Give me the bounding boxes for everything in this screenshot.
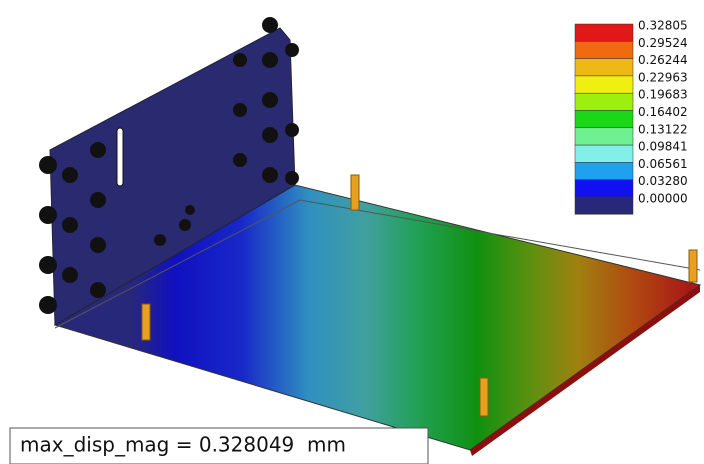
- legend-swatch: [575, 197, 633, 214]
- legend-label: 0.00000: [638, 192, 688, 206]
- legend-label: 0.32805: [638, 19, 688, 33]
- legend-swatch: [575, 162, 633, 179]
- legend-swatch: [575, 59, 633, 76]
- annotation: max_disp_mag = 0.328049 mm: [20, 433, 346, 457]
- viewport: 0.32805 0.29524 0.26244 0.22963 0.19683 0.164…: [0, 0, 704, 464]
- legend-swatch: [575, 145, 633, 162]
- legend-label: 0.22963: [638, 70, 688, 84]
- legend-swatch: [575, 24, 633, 41]
- legend-label: 0.19683: [638, 88, 688, 102]
- legend-label: 0.26244: [638, 53, 688, 67]
- legend-swatch: [575, 111, 633, 128]
- legend-label: 0.13122: [638, 122, 688, 136]
- legend: 0.32805 0.29524 0.26244 0.22963 0.19683 0.164…: [575, 19, 688, 215]
- legend-swatch: [575, 76, 633, 93]
- legend-label: 0.16402: [638, 105, 688, 119]
- legend-label: 0.03280: [638, 174, 688, 188]
- legend-swatch: [575, 41, 633, 58]
- model-view: 0.32805 0.29524 0.26244 0.22963 0.19683 0.164…: [0, 0, 704, 464]
- legend-label: 0.06561: [638, 157, 688, 171]
- legend-swatch: [575, 180, 633, 197]
- slot: [117, 128, 123, 186]
- legend-label: 0.29524: [638, 36, 688, 50]
- legend-label: 0.09841: [638, 140, 688, 154]
- legend-swatch: [575, 128, 633, 145]
- legend-swatch: [575, 93, 633, 110]
